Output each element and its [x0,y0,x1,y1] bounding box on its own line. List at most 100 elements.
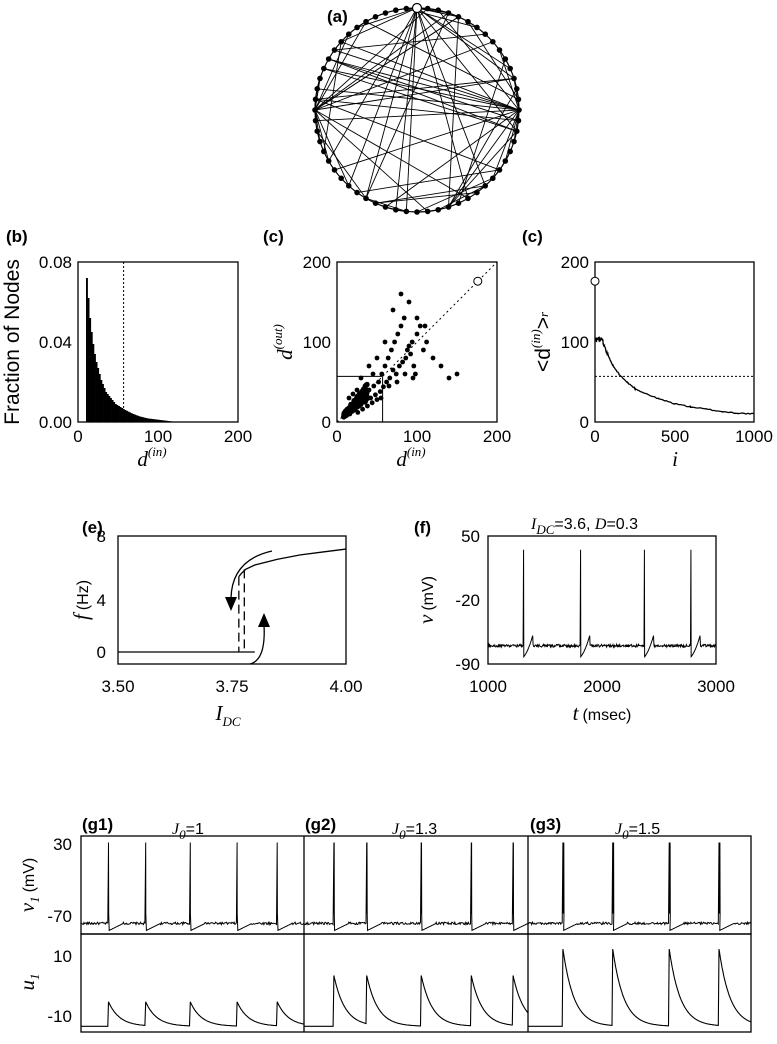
scatter-point [366,387,372,393]
histogram-bar [102,384,104,422]
panel-label-c2: (c) [522,227,543,246]
histogram-panel-b: 0.08 0.04 0.00 0 100 200 Fraction of Nod… [1,253,252,471]
network-edge [513,78,520,111]
network-node [363,195,369,202]
network-node [345,183,352,189]
network-node [502,56,509,62]
network-edge [416,7,469,199]
network-edge [365,12,449,199]
histogram-bar [121,408,124,422]
tick-label: 4 [97,591,106,610]
x-axis-label: i [672,447,678,471]
scatter-point [406,343,412,349]
tick-label: 0 [590,427,599,446]
scatter-point [377,389,383,394]
scatter-point [370,371,376,377]
scatter-point [373,392,378,398]
increase-arrowhead [258,613,270,627]
network-edge [334,49,520,111]
threshold-lines [238,569,245,652]
histogram-bar [170,421,173,422]
degree-curve [594,335,755,415]
tick-label: 200 [303,253,331,272]
tick-label: 50 [461,527,480,546]
g1-param: J0=1 [172,821,204,842]
tick-label: 4.00 [329,677,362,696]
tick-label: 1000 [469,677,507,696]
scatter-point [386,383,392,389]
panel-label-c1: (c) [263,227,284,246]
scatter-points [341,276,483,420]
histogram-bar [161,420,164,422]
network-node [338,38,344,45]
scatter-point [410,375,416,381]
hub-point [473,276,483,286]
network-edge [448,130,518,208]
network-node [392,7,399,14]
network-node [392,206,399,213]
histogram-bar [143,417,146,422]
network-node [516,107,522,113]
panel-label-f: (f) [414,518,431,537]
tick-label: 8 [97,527,106,546]
histogram-bar [148,418,151,422]
u1-trace [81,1001,305,1027]
histogram-bar [150,418,152,422]
network-edge [328,58,520,111]
network-node [325,56,332,62]
histogram-bar [132,414,135,422]
x-axis-label: t (msec) [573,701,632,725]
scatter-point [361,387,366,393]
tick-label: 100 [303,333,331,352]
tick-label: 1000 [735,427,773,446]
scatter-point [398,323,404,329]
histogram-bar [145,418,148,422]
scatter-point [381,384,386,390]
tick-label: 10 [53,947,72,966]
histogram-bar [156,419,159,422]
network-node [502,158,509,164]
scatter-point [366,363,372,369]
line-panel-c2: 200 100 0 0 500 1000 <d(in)>r i [528,253,773,471]
tick-label: 500 [661,427,689,446]
network-node [511,138,517,145]
scatter-point [382,339,388,345]
g-traces [80,842,752,1027]
scatter-point [382,363,388,369]
network-node [455,200,462,206]
panels-g: J0=1 J0=1.3 J0=1.5 30 -70 10 -10 v1(mV) … [15,821,752,1044]
histogram-bar [116,405,119,422]
histogram-bar [126,410,128,422]
network-node [513,85,520,92]
tick-label: 0 [322,413,331,432]
network-node [317,75,323,82]
panel-label-g3: (g3) [530,815,561,834]
scatter-point [374,397,380,402]
network-edge [314,8,428,111]
network-edge [437,9,520,111]
network-edge [314,109,321,142]
histogram-bar [98,374,101,422]
histogram-bar [114,404,117,422]
scatter-point [353,405,359,410]
scatter-point [387,375,393,381]
network-edge [323,41,342,152]
network-edge [365,7,418,199]
increase-arrow [249,624,265,665]
tick-label: 200 [224,427,252,446]
scatter-point [385,355,391,361]
tick-label: 0.08 [39,253,72,272]
scatter-point [346,395,352,401]
network-node [354,24,360,31]
network-edge [334,109,520,171]
voltage-trace [487,549,717,659]
scatter-point [357,395,362,401]
network-node [372,200,379,206]
network-node [455,14,462,20]
voltage-panel-f: IDC=3.6, D=0.3 50 -20 -90 1000 2000 3000… [414,516,735,725]
scatter-point [390,307,396,313]
scatter-point [379,371,385,377]
histogram-bar [164,420,167,422]
scatter-point [409,339,415,345]
scatter-point [393,371,399,377]
